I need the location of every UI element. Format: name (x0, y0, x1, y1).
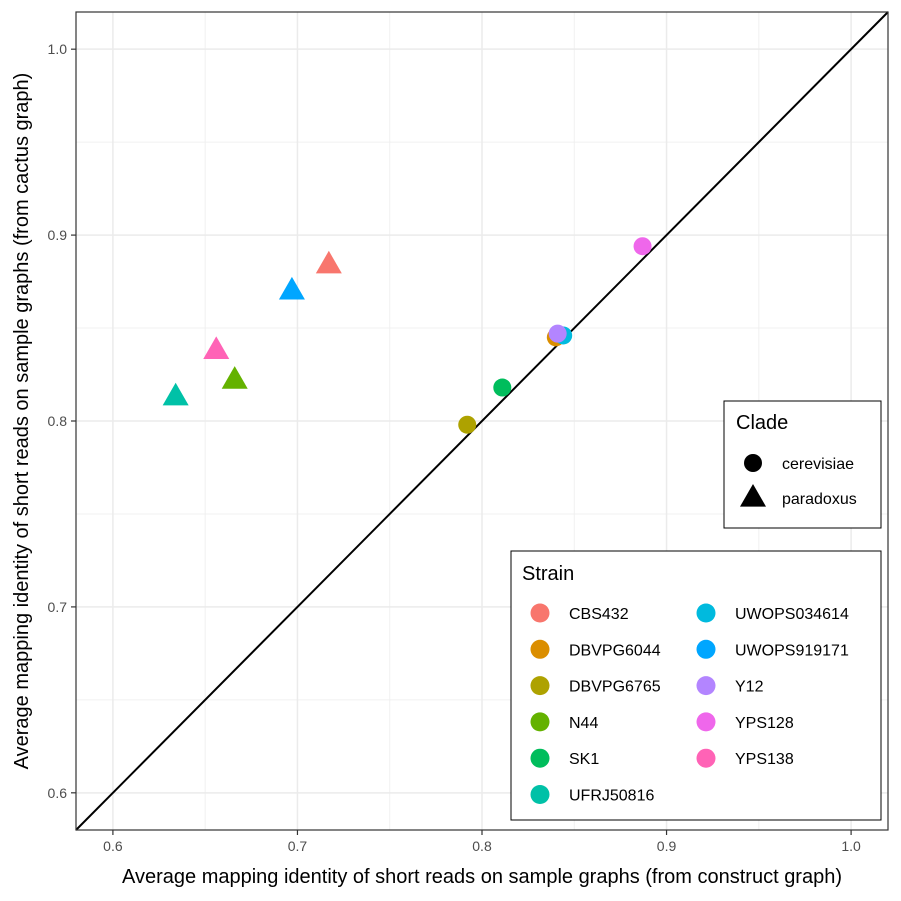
y-tick-label: 0.6 (48, 785, 68, 801)
y-tick-label: 0.8 (48, 413, 68, 429)
legend-key-uwops919171 (696, 639, 716, 659)
legend-key-uwops034614 (696, 603, 716, 623)
tick-labels: 0.6 0.7 0.8 0.9 1.0 0.6 0.7 0.8 0.9 1.0 (48, 41, 862, 854)
legend-key-y12 (696, 676, 716, 696)
x-tick-label: 0.8 (472, 838, 492, 854)
x-tick-label: 0.6 (103, 838, 123, 854)
x-tick-label: 0.7 (288, 838, 308, 854)
y-axis-title: Average mapping identity of short reads … (11, 73, 33, 770)
legend-label-uwops034614: UWOPS034614 (735, 606, 849, 623)
legend-label-paradoxus: paradoxus (782, 491, 857, 508)
legend-label-dbvpg6765: DBVPG6765 (569, 679, 661, 696)
y-tick-label: 0.7 (48, 599, 68, 615)
legend-label-cbs432: CBS432 (569, 606, 629, 623)
legend-label-sk1: SK1 (569, 751, 599, 768)
legend-strain-box (510, 550, 882, 821)
data-point-uwops919171 (278, 276, 305, 300)
legend-label-uwops919171: UWOPS919171 (735, 642, 849, 659)
data-point-sk1 (493, 378, 512, 397)
data-point-y12 (548, 324, 567, 343)
y-tick-label: 0.9 (48, 227, 68, 243)
x-axis-title: Average mapping identity of short reads … (122, 866, 842, 888)
legend-key-yps138 (696, 748, 716, 768)
data-point-ufrj50816 (162, 382, 189, 406)
legend-label-y12: Y12 (735, 679, 764, 696)
legend-label-yps138: YPS138 (735, 751, 794, 768)
legend-key-yps128 (696, 712, 716, 732)
legend-label-ufrj50816: UFRJ50816 (569, 788, 654, 805)
legend-strain-title: Strain (522, 563, 574, 585)
legend-clade: Clade cerevisiae paradoxus (723, 400, 882, 529)
data-point-yps138 (203, 336, 230, 359)
legend-key-cerevisiae (744, 454, 762, 472)
y-tick-label: 1.0 (48, 41, 68, 57)
legend-key-cbs432 (530, 603, 550, 623)
legend-key-dbvpg6765 (530, 676, 550, 696)
legend-key-n44 (530, 712, 550, 732)
x-tick-label: 1.0 (841, 838, 861, 854)
legend-clade-title: Clade (736, 412, 788, 434)
legend-key-ufrj50816 (530, 785, 550, 804)
legend-label-dbvpg6044: DBVPG6044 (569, 642, 661, 659)
x-tick-label: 0.9 (657, 838, 677, 854)
data-point-n44 (221, 366, 248, 389)
legend-label-n44: N44 (569, 715, 598, 732)
legend-key-dbvpg6044 (530, 639, 550, 659)
legend-label-yps128: YPS128 (735, 715, 794, 732)
legend-label-cerevisiae: cerevisiae (782, 456, 854, 473)
legend-key-sk1 (530, 748, 550, 768)
data-point-yps128 (633, 237, 652, 256)
legend-key-paradoxus (740, 483, 766, 507)
identity-line (75, 11, 889, 831)
data-point-dbvpg6765 (458, 415, 477, 434)
axis-ticks (71, 48, 852, 835)
reference-line (75, 11, 889, 831)
legend-strain: Strain CBS432 DBVPG6044 DBVPG6765 N44 SK1 UFR… (510, 550, 882, 821)
data-point-cbs432 (315, 250, 342, 274)
data-points (162, 237, 652, 434)
